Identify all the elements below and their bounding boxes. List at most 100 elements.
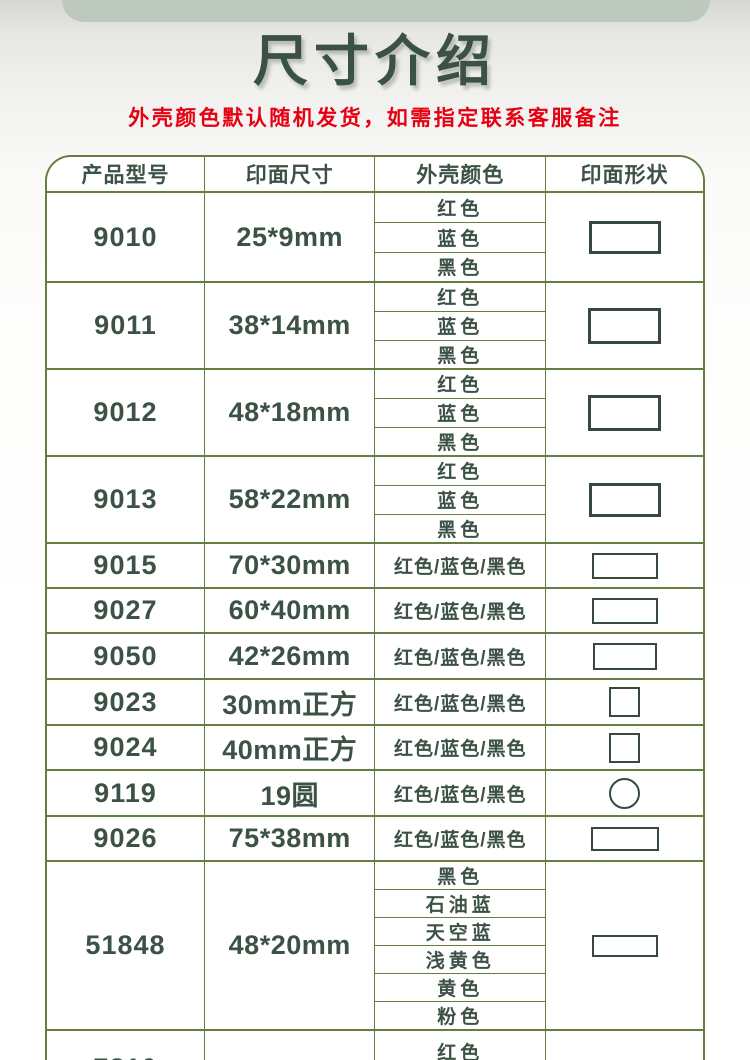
shape-rect-icon <box>590 826 659 851</box>
shape-cell <box>545 368 703 457</box>
shape-circle-icon <box>609 777 641 809</box>
model-cell: 9024 <box>47 724 205 771</box>
product-row-51848-sub3: 浅黄色 <box>47 945 703 974</box>
model-cell: 9119 <box>47 769 205 817</box>
product-row-9010-sub2: 黑色 <box>47 251 703 283</box>
size-table: 产品型号 印面尺寸 外壳颜色 印面形状 9010 25*9mm 红色 蓝色 黑色 9011… <box>45 155 705 1060</box>
product-row-9010-sub1: 蓝色 <box>47 221 703 253</box>
color-cell: 粉色 <box>374 1001 546 1031</box>
model-cell: 9050 <box>47 632 205 680</box>
shape-rect-icon <box>591 552 658 579</box>
product-row-9024: 9024 40mm正方 红色/蓝色/黑色 <box>47 724 703 771</box>
product-row-9119: 9119 19圆 红色/蓝色/黑色 <box>47 769 703 817</box>
color-cell: 红色 <box>374 368 547 399</box>
product-row-9023: 9023 30mm正方 红色/蓝色/黑色 <box>47 678 703 726</box>
shape-rect-icon <box>588 220 661 254</box>
color-cell: 红色/蓝色/黑色 <box>374 632 547 680</box>
color-cell: 红色/蓝色/黑色 <box>374 815 547 862</box>
model-cell: 9015 <box>47 542 205 589</box>
shape-rect-icon <box>588 482 661 517</box>
shape-cell <box>545 769 703 817</box>
shape-cell <box>545 860 703 1031</box>
product-row-9050: 9050 42*26mm 红色/蓝色/黑色 <box>47 632 703 680</box>
color-cell: 红色 <box>374 281 547 312</box>
shape-cell <box>545 281 703 370</box>
shape-rect-icon <box>591 597 658 624</box>
product-row-51848-sub2: 天空蓝 <box>47 917 703 946</box>
column-header-model: 产品型号 <box>47 157 205 193</box>
shape-cell <box>545 724 703 771</box>
color-cell: 蓝色 <box>374 310 546 341</box>
shape-rect-icon <box>592 642 657 670</box>
product-row-9010-sub0: 9010 25*9mm 红色 <box>47 191 703 283</box>
product-row-9013-sub0: 9013 58*22mm 红色 <box>47 455 703 544</box>
table-body: 9010 25*9mm 红色 蓝色 黑色 9011 38*14mm 红色 蓝色 黑色 9012 48*… <box>47 191 703 1060</box>
model-cell: 51848 <box>47 860 205 1031</box>
product-row-9027: 9027 60*40mm 红色/蓝色/黑色 <box>47 587 703 634</box>
model-cell: 9027 <box>47 587 205 634</box>
color-cell: 红色/蓝色/黑色 <box>374 724 547 771</box>
column-header-size: 印面尺寸 <box>203 157 376 193</box>
model-cell: 9012 <box>47 368 205 457</box>
shape-cell <box>545 678 703 726</box>
size-cell: 38*14mm <box>203 281 376 370</box>
color-cell: 浅黄色 <box>374 945 546 974</box>
size-cell: 58*22mm <box>203 455 376 544</box>
product-row-9011-sub0: 9011 38*14mm 红色 <box>47 281 703 370</box>
color-cell: 黑色 <box>374 426 546 457</box>
shape-cell <box>545 1029 703 1060</box>
size-cell: 19圆 <box>203 769 376 817</box>
color-cell: 红色 <box>374 191 547 223</box>
shape-square-icon <box>609 732 641 763</box>
model-cell: 9010 <box>47 191 205 283</box>
color-cell: 红色/蓝色/黑色 <box>374 542 547 589</box>
product-row-51848-sub4: 黄色 <box>47 973 703 1002</box>
size-cell: 48*18mm <box>203 368 376 457</box>
color-cell: 蓝色 <box>374 397 546 428</box>
shape-rect-icon <box>588 394 662 431</box>
top-section-divider-bar <box>62 0 710 22</box>
product-row-51848-sub0: 51848 48*20mm 黑色 <box>47 860 703 1031</box>
color-cell: 黑色 <box>374 860 547 890</box>
shape-cell <box>545 815 703 862</box>
column-header-color: 外壳颜色 <box>374 157 547 193</box>
table-header: 产品型号 印面尺寸 外壳颜色 印面形状 <box>47 157 703 193</box>
column-header-shape: 印面形状 <box>545 157 703 193</box>
shape-square-icon <box>609 687 641 717</box>
model-cell: 9013 <box>47 455 205 544</box>
size-cell: 25*9mm <box>203 191 376 283</box>
header-row: 产品型号 印面尺寸 外壳颜色 印面形状 <box>47 157 703 193</box>
shape-rect-icon <box>588 307 662 344</box>
size-cell: 60*40mm <box>203 587 376 634</box>
model-cell: 9026 <box>47 815 205 862</box>
color-cell: 红色/蓝色/黑色 <box>374 587 547 634</box>
color-cell: 天空蓝 <box>374 917 546 946</box>
product-row-51848-sub5: 粉色 <box>47 1001 703 1031</box>
color-cell: 蓝色 <box>374 484 546 515</box>
product-row-9012-sub2: 黑色 <box>47 426 703 457</box>
shape-cell <box>545 191 703 283</box>
model-cell: 9011 <box>47 281 205 370</box>
size-cell: 22*4mm <box>203 1029 376 1060</box>
color-cell: 黑色 <box>374 251 546 283</box>
product-row-9026: 9026 75*38mm 红色/蓝色/黑色 <box>47 815 703 862</box>
color-cell: 石油蓝 <box>374 889 546 918</box>
product-row-51848-sub1: 石油蓝 <box>47 889 703 918</box>
color-cell: 红色/蓝色/黑色 <box>374 769 547 817</box>
shape-cell <box>545 632 703 680</box>
shape-cell <box>545 587 703 634</box>
shell-color-notice: 外壳颜色默认随机发货，如需指定联系客服备注 <box>128 107 622 130</box>
size-cell: 75*38mm <box>203 815 376 862</box>
product-row-9015: 9015 70*30mm 红色/蓝色/黑色 <box>47 542 703 589</box>
size-cell: 30mm正方 <box>203 678 376 726</box>
model-cell: 7810 <box>47 1029 205 1060</box>
size-cell: 70*30mm <box>203 542 376 589</box>
shape-cell <box>545 542 703 589</box>
model-cell: 9023 <box>47 678 205 726</box>
page-title: 尺寸介绍 <box>252 30 497 92</box>
color-cell: 红色 <box>374 455 547 486</box>
color-cell: 黄色 <box>374 973 546 1002</box>
shape-rect-icon <box>591 934 658 957</box>
shape-cell <box>545 455 703 544</box>
